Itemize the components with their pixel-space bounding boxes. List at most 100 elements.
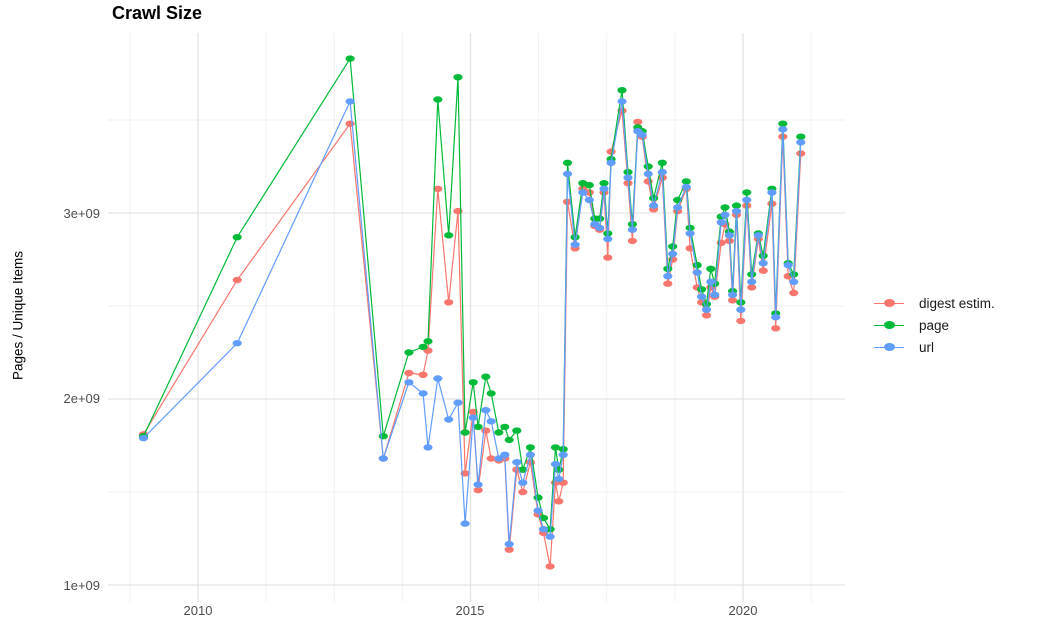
data-point-url [649,202,659,209]
data-point-page [778,120,788,127]
legend-item-label: url [919,339,935,355]
data-point-page [731,202,742,209]
data-point-url [673,204,683,211]
data-point-page [473,423,483,431]
data-point-url [668,250,678,258]
data-point-url [771,314,781,321]
data-point-digest-estim- [736,317,746,325]
data-point-url [444,416,454,423]
data-point-page [504,436,514,444]
data-point-url [468,414,478,421]
legend-key-url [874,342,904,352]
data-point-page [345,55,355,62]
legend-item-url: url [874,336,995,358]
data-point-url [701,306,712,313]
data-point-digest-estim- [603,254,613,261]
data-point-url [599,185,609,192]
legend-key-page [874,320,904,330]
data-point-digest-estim- [747,284,757,291]
data-point-url [525,451,536,458]
data-point-url [606,159,616,166]
data-point-url [603,235,613,243]
legend-key-digest-estim [874,298,904,308]
data-point-digest-estim- [345,120,355,127]
data-point-url [617,98,627,105]
data-point-url [518,479,528,486]
data-point-url [742,196,752,204]
data-point-page [643,163,653,170]
data-point-page [692,261,702,269]
data-point-page [657,159,667,166]
data-point-url [731,207,742,215]
data-point-url [728,291,738,298]
data-point-url [550,460,561,468]
data-point-digest-estim- [444,299,454,306]
data-point-url [232,340,242,347]
data-point-digest-estim- [663,280,673,287]
data-point-page [697,286,707,293]
data-point-url [504,540,514,548]
data-point-page [512,427,522,434]
data-point-digest-estim- [701,312,712,319]
data-point-url [494,455,504,462]
x-tick-label: 2010 [183,603,213,618]
data-point-url [663,273,673,280]
data-point-url [460,520,470,527]
data-point-page [468,379,478,386]
x-tick-label: 2015 [455,603,485,618]
legend-item-page: page [874,314,995,336]
data-point-page [758,252,768,259]
data-point-url [404,379,414,386]
data-point-digest-estim- [627,237,638,245]
data-point-page [232,234,242,241]
data-point-digest-estim- [433,185,443,192]
data-point-url [623,174,633,181]
data-point-page [423,338,433,345]
data-point-digest-estim- [404,369,414,377]
data-point-url [697,293,707,300]
data-point-url [562,170,573,178]
data-point-url [378,455,388,462]
data-point-url [657,168,667,176]
data-point-page [418,343,428,351]
data-point-url [783,261,793,269]
data-point-digest-estim- [606,148,616,155]
data-point-url [706,278,716,285]
chart-title: Crawl Size [112,3,203,23]
y-tick-label: 2e+09 [63,391,100,406]
data-point-url [724,232,735,239]
data-point-url [595,224,605,232]
data-point-page [444,232,454,239]
legend-item-digest-estim: digest estim. [874,292,995,314]
data-point-page [460,429,470,436]
data-point-digest-estim- [633,118,643,126]
data-point-url [796,139,806,146]
data-point-url [716,219,726,226]
data-point-page [599,180,609,187]
data-point-page [617,87,627,94]
data-point-page [720,204,730,211]
data-point-page [649,194,659,202]
data-point-digest-estim- [481,427,491,434]
data-point-url [643,170,653,178]
data-point-url [778,126,788,133]
data-point-url [627,226,638,233]
data-point-url [500,451,510,458]
data-point-digest-estim- [771,325,781,332]
data-point-digest-estim- [554,498,564,505]
data-point-url [433,375,443,382]
data-point-url [512,459,522,466]
data-point-url [736,306,746,313]
data-point-digest-estim- [486,455,496,462]
data-point-url [767,189,777,196]
data-point-url [685,230,695,237]
data-point-url [747,278,757,285]
data-point-digest-estim- [468,408,478,416]
data-point-page [570,234,580,241]
data-point-url [453,399,463,406]
data-point-page [486,390,496,397]
x-tick-label: 2020 [728,603,758,618]
legend: digest estim. page url [874,292,995,358]
